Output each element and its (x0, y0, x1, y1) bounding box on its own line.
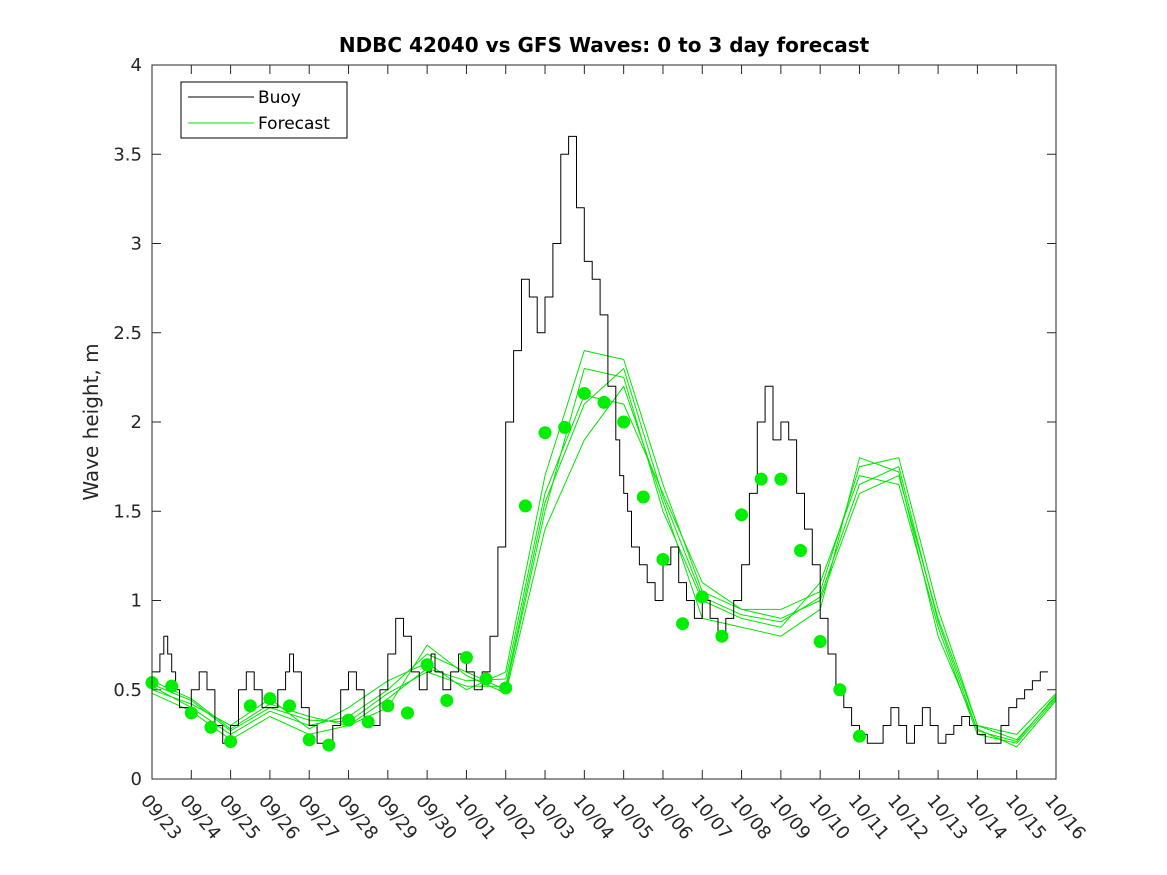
legend-box (180, 81, 348, 139)
forecast-dot (361, 715, 375, 729)
legend-forecast-label: Forecast (258, 114, 330, 134)
forecast-dot (676, 617, 690, 631)
forecast-dot (204, 720, 218, 734)
x-tick-label: 09/28 (333, 791, 382, 844)
forecast-dot (813, 635, 827, 649)
forecast-dot (577, 386, 591, 400)
forecast-dot (381, 699, 395, 713)
x-tick-label: 09/23 (136, 791, 185, 844)
y-tick-label: 1 (131, 591, 142, 612)
forecast-dot (558, 420, 572, 434)
y-tick-label: 2.5 (113, 323, 142, 344)
y-tick-label: 4 (131, 55, 142, 76)
x-tick-label: 10/14 (962, 791, 1011, 844)
x-tick-label: 10/06 (647, 791, 696, 844)
y-tick-label: 2 (131, 412, 142, 433)
forecast-dot (656, 552, 670, 566)
forecast-dot (833, 683, 847, 697)
x-tick-label: 10/02 (490, 791, 539, 844)
forecast-dot (342, 713, 356, 727)
plot-area: 00.511.522.533.5409/2309/2409/2509/2609/… (113, 55, 1089, 844)
x-tick-label: 10/11 (844, 791, 893, 844)
x-tick-label: 10/01 (451, 791, 500, 844)
forecast-dot (636, 490, 650, 504)
forecast-dot (263, 692, 277, 706)
forecast-line (151, 385, 1057, 748)
forecast-dot (735, 508, 749, 522)
x-tick-label: 09/29 (372, 791, 421, 844)
x-tick-label: 10/04 (569, 791, 618, 844)
x-tick-label: 10/07 (686, 791, 735, 844)
forecast-dot (440, 693, 454, 707)
forecast-dot (165, 679, 179, 693)
x-tick-label: 09/27 (293, 791, 342, 844)
forecast-dot (322, 738, 336, 752)
forecast-dot (302, 733, 316, 747)
forecast-dot (243, 699, 257, 713)
forecast-dot (518, 499, 532, 513)
plot-background (152, 65, 1056, 779)
x-tick-label: 10/10 (804, 791, 853, 844)
forecast-dot (617, 415, 631, 429)
forecast-line (151, 368, 1057, 742)
x-tick-label: 10/13 (922, 791, 971, 844)
x-tick-label: 09/24 (175, 791, 224, 844)
x-tick-label: 10/08 (726, 791, 775, 844)
forecast-dot (695, 590, 709, 604)
x-tick-label: 09/26 (254, 791, 303, 844)
x-tick-label: 10/09 (765, 791, 814, 844)
x-tick-label: 10/12 (883, 791, 932, 844)
forecast-dot (754, 472, 768, 486)
y-tick-label: 0.5 (113, 680, 142, 701)
legend: Buoy Forecast (180, 81, 348, 139)
forecast-dot (400, 706, 414, 720)
forecast-dot (283, 699, 297, 713)
forecast-dot (538, 426, 552, 440)
forecast-dot (794, 544, 808, 558)
y-tick-label: 3.5 (113, 144, 142, 165)
x-tick-label: 10/16 (1040, 791, 1089, 844)
forecast-dot (597, 395, 611, 409)
y-tick-label: 3 (131, 234, 142, 255)
y-axis-label: Wave height, m (79, 343, 103, 500)
forecast-dot (774, 472, 788, 486)
forecast-dot (499, 681, 513, 695)
forecast-dot (420, 658, 434, 672)
x-tick-label: 10/05 (608, 791, 657, 844)
y-tick-label: 1.5 (113, 501, 142, 522)
forecast-dot (852, 729, 866, 743)
forecast-dot (224, 735, 238, 749)
forecast-line (151, 350, 1057, 735)
y-tick-label: 0 (131, 769, 142, 790)
x-tick-label: 09/25 (215, 791, 264, 844)
plot-frame (151, 64, 1057, 780)
forecast-dot (479, 672, 493, 686)
legend-buoy-label: Buoy (258, 88, 301, 108)
chart-title: NDBC 42040 vs GFS Waves: 0 to 3 day fore… (339, 33, 870, 57)
forecast-dot (459, 651, 473, 665)
x-tick-label: 10/03 (529, 791, 578, 844)
x-tick-label: 09/30 (411, 791, 460, 844)
forecast-dot (715, 629, 729, 643)
forecast-line (151, 368, 1057, 744)
buoy-line (152, 135, 1049, 744)
forecast-dot (184, 706, 198, 720)
x-tick-label: 10/15 (1001, 791, 1050, 844)
